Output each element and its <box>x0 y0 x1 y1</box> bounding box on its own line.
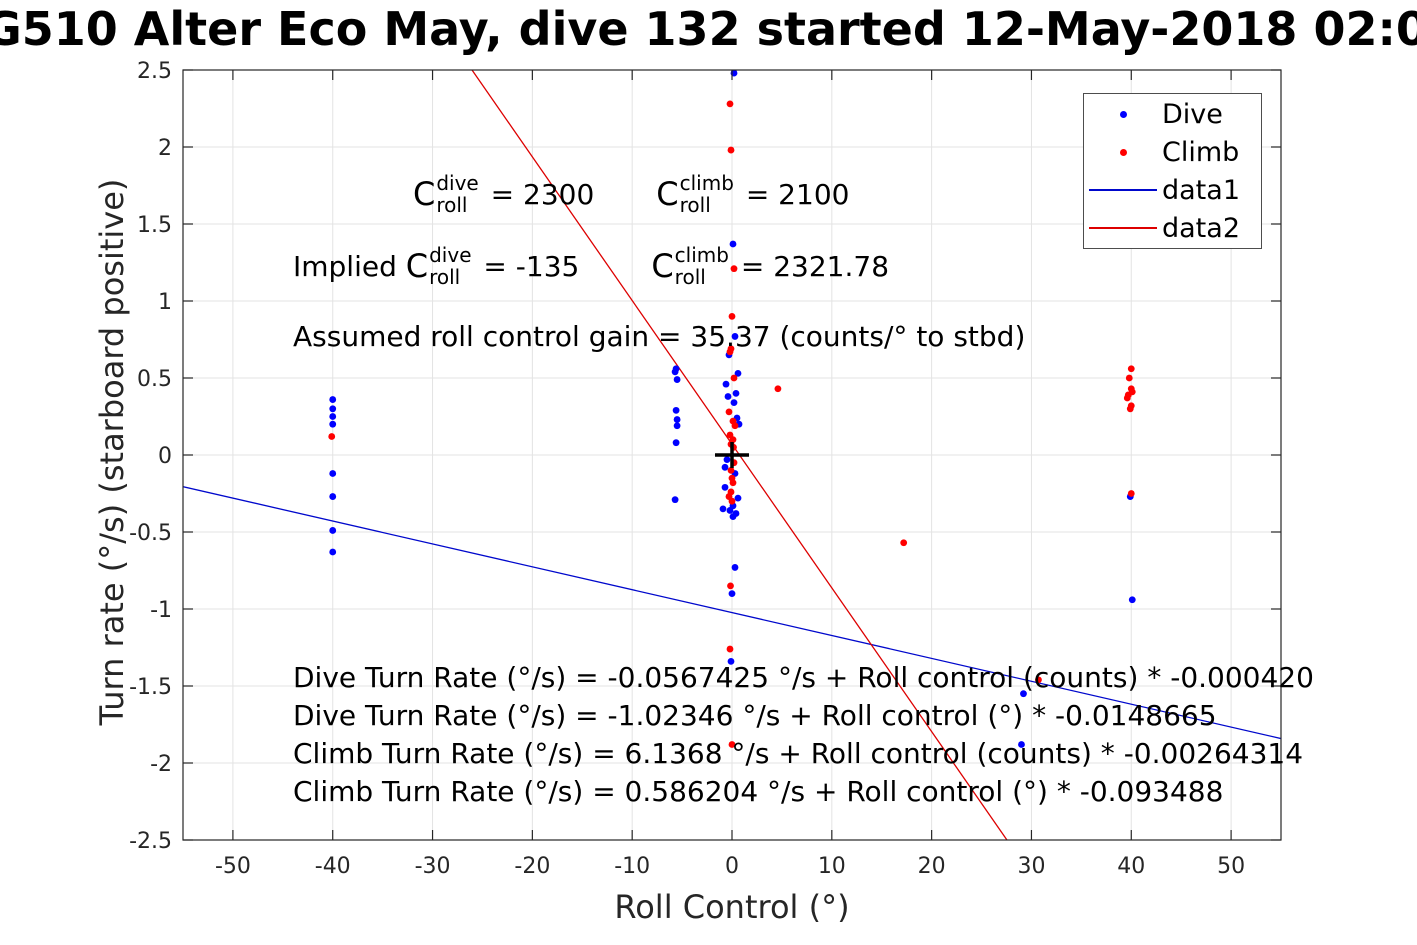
c-roll-dive-implied-value: = -135 <box>474 249 580 283</box>
subscript: roll <box>429 265 461 289</box>
scatter-dive <box>329 69 1136 748</box>
legend-label: Dive <box>1162 98 1223 130</box>
fit-equations-block: Dive Turn Rate (°/s) = -0.0567425 °/s + … <box>293 659 1314 811</box>
superscript: climb <box>679 171 734 195</box>
svg-text:30: 30 <box>1017 854 1045 879</box>
tick-marks <box>183 69 1281 841</box>
superscript: dive <box>429 243 472 267</box>
svg-text:-20: -20 <box>514 854 550 879</box>
svg-text:0: 0 <box>158 444 172 469</box>
legend-label: Climb <box>1162 136 1240 168</box>
line-marker <box>1089 227 1157 229</box>
svg-text:-1: -1 <box>150 598 172 623</box>
data1-line-sample <box>1084 189 1162 191</box>
c-roll-climb-implied-value: = 2321.78 <box>731 249 890 283</box>
y-axis-label: Turn rate (°/s) (starboard positive) <box>93 178 131 726</box>
legend-entry-data1: data1 <box>1084 171 1261 209</box>
svg-text:-30: -30 <box>415 854 451 879</box>
implied-prefix: Implied <box>293 249 406 283</box>
svg-text:2: 2 <box>158 136 172 161</box>
subscript: roll <box>679 193 711 217</box>
superscript: climb <box>674 243 729 267</box>
svg-text:40: 40 <box>1117 854 1145 879</box>
c-roll-climb-value: = 2100 <box>736 177 850 211</box>
svg-text:1.5: 1.5 <box>137 213 172 238</box>
legend: Dive Climb data1 data2 <box>1083 93 1262 249</box>
equation-dive-counts: Dive Turn Rate (°/s) = -0.0567425 °/s + … <box>293 661 1314 694</box>
dive-marker-sample <box>1084 110 1162 118</box>
legend-entry-dive: Dive <box>1084 95 1261 133</box>
superscript: dive <box>436 171 479 195</box>
x-tick-labels: -50 -40 -30 -20 -10 0 10 20 30 40 50 <box>215 854 1245 879</box>
x-axis-label: Roll Control (°) <box>614 888 850 926</box>
figure-title: G510 Alter Eco May, dive 132 started 12-… <box>0 2 1417 56</box>
equation-dive-degrees: Dive Turn Rate (°/s) = -1.02346 °/s + Ro… <box>293 699 1217 732</box>
subscript: roll <box>436 193 468 217</box>
svg-text:0.5: 0.5 <box>137 367 172 392</box>
svg-text:1: 1 <box>158 290 172 315</box>
fit-line-data1 <box>183 486 1281 740</box>
data2-line-sample <box>1084 227 1162 229</box>
dot-marker <box>1119 148 1127 156</box>
equation-climb-degrees: Climb Turn Rate (°/s) = 0.586204 °/s + R… <box>293 775 1224 808</box>
legend-entry-climb: Climb <box>1084 133 1261 171</box>
legend-entry-data2: data2 <box>1084 209 1261 247</box>
dot-marker <box>1119 110 1127 118</box>
svg-text:-2.5: -2.5 <box>129 829 172 854</box>
equation-climb-counts: Climb Turn Rate (°/s) = 6.1368 °/s + Rol… <box>293 737 1304 770</box>
svg-text:0: 0 <box>725 854 739 879</box>
svg-text:-2: -2 <box>150 752 172 777</box>
svg-text:-50: -50 <box>215 854 251 879</box>
y-tick-labels: -2.5 -2 -1.5 -1 -0.5 0 0.5 1 1.5 2 2.5 <box>129 59 172 854</box>
svg-text:-10: -10 <box>614 854 650 879</box>
annotation-roll-gain: Assumed roll control gain = 35.37 (count… <box>293 320 1026 353</box>
origin-cross-marker <box>715 442 749 468</box>
svg-text:50: 50 <box>1217 854 1245 879</box>
svg-text:-0.5: -0.5 <box>129 521 172 546</box>
svg-text:-40: -40 <box>315 854 351 879</box>
svg-text:20: 20 <box>918 854 946 879</box>
svg-text:10: 10 <box>818 854 846 879</box>
svg-text:-1.5: -1.5 <box>129 675 172 700</box>
svg-text:2.5: 2.5 <box>137 59 172 84</box>
c-roll-dive-value: = 2300 <box>481 177 595 211</box>
legend-label: data1 <box>1162 174 1240 206</box>
line-marker <box>1089 189 1157 191</box>
legend-label: data2 <box>1162 212 1240 244</box>
climb-marker-sample <box>1084 148 1162 156</box>
subscript: roll <box>674 265 706 289</box>
